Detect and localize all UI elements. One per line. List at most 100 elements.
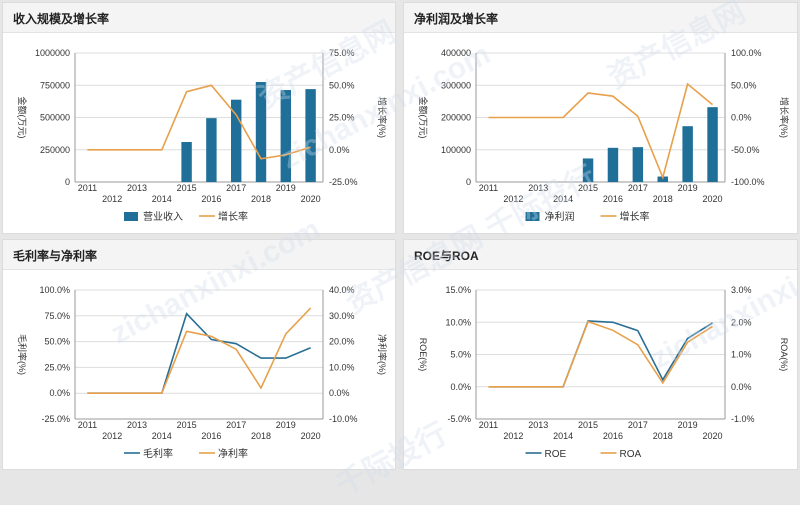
y-right-tick-label: 1.0% xyxy=(731,350,752,360)
y-right-tick-label: 40.0% xyxy=(329,285,355,295)
legend-label: ROA xyxy=(620,449,642,460)
series-line xyxy=(488,82,714,181)
legend-label: 净利润 xyxy=(545,210,575,223)
x-tick-label: 2017 xyxy=(628,420,648,430)
legend-label: 增长率 xyxy=(218,210,248,223)
y-left-tick-label: 50.0% xyxy=(44,337,70,347)
roe-roa-panel: ROE与ROA -5.0% 0.0% 5.0% 10.0% 15.0% -1.0% 0.0%… xyxy=(403,239,798,470)
y-left-axis-title: 金额(万元) xyxy=(17,97,28,139)
y-right-tick-label: 75.0% xyxy=(329,48,355,58)
x-tick-label: 2011 xyxy=(78,183,97,193)
net-profit-chart: 0 100000 200000 300000 400000 -100.0% -50.0% 0.… xyxy=(418,48,790,223)
y-right-tick-label: 30.0% xyxy=(329,311,355,321)
margin-panel-title: 毛利率与净利率 xyxy=(3,240,395,270)
bar xyxy=(305,89,316,182)
y-right-tick-label: 25.0% xyxy=(329,113,355,123)
y-left-tick-label: 0.0% xyxy=(450,382,471,392)
x-tick-label: 2013 xyxy=(528,183,548,193)
y-left-tick-label: 0.0% xyxy=(49,388,70,398)
x-tick-label: 2019 xyxy=(678,420,698,430)
series-line xyxy=(488,320,713,388)
legend-label: 净利率 xyxy=(218,447,248,460)
y-left-tick-label: 400000 xyxy=(441,48,471,58)
series-line xyxy=(87,84,311,160)
margin-chart: -25.0% 0.0% 25.0% 50.0% 75.0% 100.0% -10.0% 0.0… xyxy=(17,285,388,460)
y-left-tick-label: 75.0% xyxy=(44,311,70,321)
y-left-tick-label: 1000000 xyxy=(35,48,70,58)
y-left-tick-label: 250000 xyxy=(40,145,70,155)
net-profit-panel-title: 净利润及增长率 xyxy=(404,3,797,33)
y-left-tick-label: 100.0% xyxy=(39,285,70,295)
roe-roa-panel-title: ROE与ROA xyxy=(404,240,797,270)
x-tick-label: 2017 xyxy=(628,183,648,193)
bar xyxy=(632,147,644,182)
legend-label: 毛利率 xyxy=(143,447,173,460)
x-tick-label: 2018 xyxy=(653,431,673,441)
y-right-tick-label: 20.0% xyxy=(329,337,355,347)
y-left-tick-label: 100000 xyxy=(441,145,471,155)
y-right-tick-label: 100.0% xyxy=(731,48,762,58)
revenue-panel-title: 收入规模及增长率 xyxy=(3,3,395,33)
x-tick-label: 2017 xyxy=(226,420,246,430)
bar xyxy=(206,118,217,182)
legend-label: 营业收入 xyxy=(143,210,183,223)
y-left-tick-label: 500000 xyxy=(40,113,70,123)
y-right-axis-title: ROA(%) xyxy=(779,338,789,372)
bar xyxy=(707,107,718,182)
y-right-tick-label: -100.0% xyxy=(731,177,765,187)
net-profit-panel: 净利润及增长率 0 100000 200000 300000 400000 -100.0%… xyxy=(403,2,798,234)
y-left-tick-label: -5.0% xyxy=(447,414,471,424)
series-line xyxy=(488,320,713,388)
x-tick-label: 2015 xyxy=(177,420,197,430)
x-tick-label: 2019 xyxy=(678,183,698,193)
y-left-tick-label: 0 xyxy=(65,177,70,187)
x-tick-label: 2016 xyxy=(201,431,221,441)
x-tick-label: 2013 xyxy=(127,183,147,193)
legend-swatch xyxy=(124,212,138,221)
y-right-tick-label: 0.0% xyxy=(731,382,752,392)
x-tick-label: 2013 xyxy=(528,420,548,430)
x-tick-label: 2012 xyxy=(102,194,122,204)
x-tick-label: 2015 xyxy=(578,183,598,193)
x-tick-label: 2016 xyxy=(603,431,623,441)
y-right-tick-label: 0.0% xyxy=(329,145,350,155)
x-tick-label: 2016 xyxy=(603,194,623,204)
revenue-chart: 0 250000 500000 750000 1000000 -25.0% 0.0% 25.0… xyxy=(17,48,388,223)
x-tick-label: 2014 xyxy=(553,431,573,441)
bar xyxy=(582,158,594,182)
x-tick-label: 2014 xyxy=(152,431,172,441)
y-right-axis-title: 增长率(%) xyxy=(779,97,790,138)
bar xyxy=(255,82,267,182)
x-tick-label: 2020 xyxy=(301,194,321,204)
y-right-tick-label: 3.0% xyxy=(731,285,752,295)
x-tick-label: 2018 xyxy=(251,431,271,441)
y-left-tick-label: 750000 xyxy=(40,80,70,90)
y-right-tick-label: 50.0% xyxy=(329,80,355,90)
x-tick-label: 2012 xyxy=(102,431,122,441)
x-tick-label: 2017 xyxy=(226,183,246,193)
y-right-tick-label: -50.0% xyxy=(731,145,760,155)
y-left-tick-label: 200000 xyxy=(441,113,471,123)
y-right-tick-label: 10.0% xyxy=(329,362,355,372)
x-tick-label: 2011 xyxy=(479,183,498,193)
x-tick-label: 2015 xyxy=(177,183,197,193)
x-tick-label: 2019 xyxy=(276,420,296,430)
x-tick-label: 2011 xyxy=(78,420,97,430)
y-right-tick-label: 50.0% xyxy=(731,80,757,90)
x-tick-label: 2011 xyxy=(479,420,498,430)
x-tick-label: 2014 xyxy=(152,194,172,204)
bar xyxy=(682,126,693,182)
y-left-tick-label: 25.0% xyxy=(44,362,70,372)
x-tick-label: 2013 xyxy=(127,420,147,430)
y-right-axis-title: 增长率(%) xyxy=(377,97,388,138)
y-left-tick-label: 5.0% xyxy=(450,350,471,360)
y-right-axis-title: 净利率(%) xyxy=(377,334,388,375)
y-left-axis-title: 金额(万元) xyxy=(418,97,429,139)
y-right-tick-label: -25.0% xyxy=(329,177,358,187)
y-left-tick-label: 15.0% xyxy=(445,285,471,295)
y-left-tick-label: -25.0% xyxy=(41,414,70,424)
y-left-tick-label: 10.0% xyxy=(445,317,471,327)
bar xyxy=(181,142,192,182)
legend-label: 增长率 xyxy=(620,210,650,223)
x-tick-label: 2018 xyxy=(653,194,673,204)
